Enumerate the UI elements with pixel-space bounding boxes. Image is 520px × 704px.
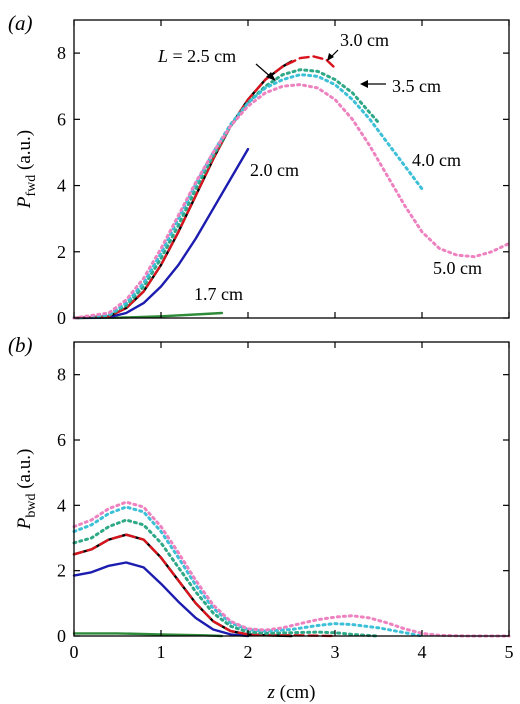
x-tick-label: 2 xyxy=(244,642,253,662)
series-line-3-5-cm xyxy=(72,518,380,638)
y-tick-label: 2 xyxy=(57,561,66,581)
series-line-3-0-cm xyxy=(72,55,337,320)
x-axis-label: z (cm) xyxy=(266,682,315,703)
y-axis-label-subscript: bwd xyxy=(24,494,39,518)
panel-b: 0 1 2 3 4 5 0 2 4 6 8 (b) Pbwd (a.u.) z (cm) xyxy=(8,333,514,703)
x-tick-label: 3 xyxy=(331,642,340,662)
x-tick-label: 1 xyxy=(157,642,166,662)
y-axis-label: Pfwd (a.u.) xyxy=(14,130,39,209)
panel-a: 0 2 4 6 8 (a) Pfwd (a.u.) L = 2.5 cm 3.0 cm 3.5 c… xyxy=(8,11,511,328)
y-axis-label-symbol: P xyxy=(14,517,35,530)
y-tick-label: 2 xyxy=(57,242,66,262)
y-tick-label: 4 xyxy=(57,495,66,515)
annotation-label: 3.5 cm xyxy=(392,76,441,96)
annotation-label: 2.0 cm xyxy=(250,160,299,180)
panel-label: (a) xyxy=(8,11,33,35)
annotation-arrowhead xyxy=(266,72,276,81)
y-tick-label: 0 xyxy=(57,626,66,646)
annotation-symbol: L xyxy=(157,46,168,66)
y-tick-label: 0 xyxy=(57,308,66,328)
series-line-5-0-cm xyxy=(72,500,511,638)
series-line-4-0-cm xyxy=(72,73,424,320)
annotation-arrowhead xyxy=(327,53,334,61)
series-line-3-5-cm xyxy=(72,68,380,320)
y-tick-label: 8 xyxy=(57,43,66,63)
annotation-label: 5.0 cm xyxy=(433,258,482,278)
annotation-arrowhead xyxy=(360,80,368,88)
y-axis-label-symbol: P xyxy=(14,196,35,209)
y-axis-label-unit: (a.u.) xyxy=(14,449,35,494)
series-line-2-0-cm xyxy=(72,561,250,638)
y-tick-label: 4 xyxy=(57,176,66,196)
y-axis-label-unit: (a.u.) xyxy=(14,130,35,175)
x-tick-label: 5 xyxy=(505,642,514,662)
y-tick-label: 8 xyxy=(57,365,66,385)
annotation-label: 4.0 cm xyxy=(412,150,461,170)
annotation-value: = 2.5 cm xyxy=(168,46,236,66)
y-axis-label-subscript: fwd xyxy=(24,175,39,197)
x-axis-label-var: z xyxy=(266,682,275,703)
x-tick-label: 0 xyxy=(70,642,79,662)
x-axis-label-unit: (cm) xyxy=(275,682,316,703)
panel-label: (b) xyxy=(8,333,33,357)
series-line-2-5-cm xyxy=(72,60,293,320)
series-line-4-0-cm xyxy=(72,505,424,638)
annotation-label: 3.0 cm xyxy=(340,30,389,50)
series-line-3-0-cm xyxy=(72,533,337,638)
series-line-5-0-cm xyxy=(72,83,511,320)
annotation-label: L = 2.5 cm xyxy=(157,46,236,66)
y-tick-label: 6 xyxy=(57,430,66,450)
annotation-label: 1.7 cm xyxy=(194,284,243,304)
y-axis-label: Pbwd (a.u.) xyxy=(14,449,39,531)
plot-frame xyxy=(73,19,510,319)
series-line-2-0-cm xyxy=(72,147,250,320)
x-tick-label: 4 xyxy=(418,642,427,662)
y-tick-label: 6 xyxy=(57,109,66,129)
plot-frame xyxy=(73,341,510,637)
